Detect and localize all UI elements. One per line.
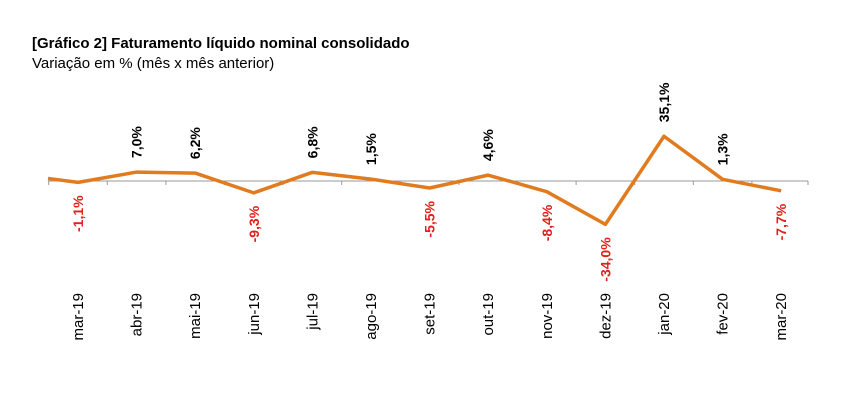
- data-label: -34,0%: [597, 237, 613, 282]
- x-tick-label: mai-19: [187, 293, 204, 339]
- x-tick-label: dez-19: [597, 293, 614, 339]
- data-label: 7,0%: [129, 126, 145, 158]
- x-tick-label: jul-19: [304, 293, 321, 331]
- data-label: 6,8%: [304, 126, 320, 158]
- data-label: -9,3%: [246, 205, 262, 242]
- data-label: -7,7%: [773, 203, 789, 240]
- data-label: 1,5%: [363, 133, 379, 165]
- x-tick-label: mar-20: [773, 293, 790, 341]
- x-tick-label: out-19: [480, 293, 497, 336]
- data-label: -8,4%: [539, 204, 555, 241]
- data-label: -5,5%: [422, 200, 438, 237]
- line-series: [47, 134, 782, 227]
- data-label: 35,1%: [656, 82, 672, 122]
- data-label: -1,1%: [70, 195, 86, 232]
- data-label: 1,3%: [715, 133, 731, 165]
- data-label: 4,6%: [480, 129, 496, 161]
- x-tick-label: ago-19: [363, 293, 380, 340]
- chart-subtitle: Variação em % (mês x mês anterior): [32, 55, 274, 72]
- data-label: 6,2%: [187, 127, 203, 159]
- chart-title: [Gráfico 2] Faturamento líquido nominal …: [32, 35, 410, 52]
- x-tick-label: jan-20: [656, 293, 673, 336]
- x-tick-label: fev-20: [715, 293, 732, 335]
- x-tick-label: mar-19: [70, 293, 87, 341]
- x-tick-label: abr-19: [129, 293, 146, 336]
- x-tick-label: nov-19: [539, 293, 556, 339]
- x-tick-label: jun-19: [246, 293, 263, 336]
- x-tick-label: set-19: [422, 293, 439, 335]
